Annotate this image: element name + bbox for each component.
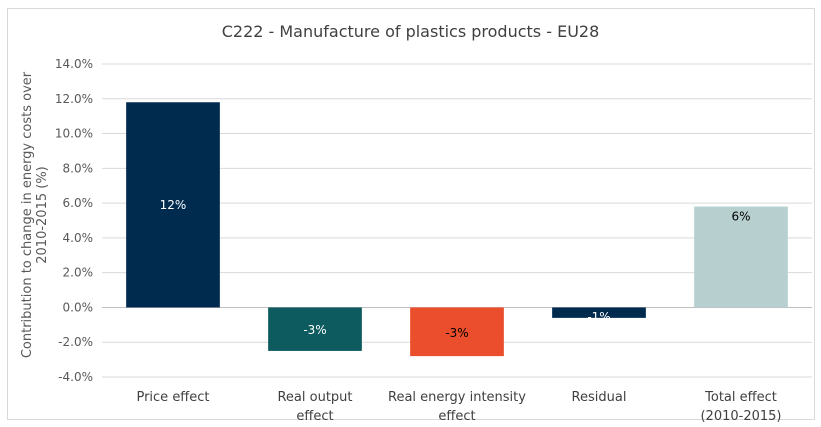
chart-title: C222 - Manufacture of plastics products …	[221, 22, 600, 41]
y-tick-label: 14.0%	[55, 57, 93, 71]
category-label: effect	[296, 409, 333, 424]
category-label: effect	[438, 409, 475, 424]
bars	[126, 102, 788, 357]
data-label: -3%	[303, 323, 326, 337]
y-tick-label: 0.0%	[63, 300, 94, 314]
y-axis-ticks: -4.0% -2.0% 0.0% 2.0% 4.0% 6.0% 8.0% 10.0% 12.0%…	[55, 57, 93, 384]
bar	[268, 307, 362, 351]
data-labels: 12% -3% -3% -1% 6%	[160, 198, 751, 340]
bar	[552, 307, 646, 318]
y-tick-label: 10.0%	[55, 127, 93, 141]
data-label: 6%	[731, 210, 750, 224]
bar	[694, 206, 788, 308]
y-tick-label: -2.0%	[58, 335, 93, 349]
bar	[126, 102, 220, 308]
y-tick-label: 8.0%	[63, 161, 94, 175]
category-label: Residual	[572, 390, 627, 405]
category-label: (2010-2015)	[700, 409, 781, 424]
category-labels: Price effect Real output effect Real energy…	[136, 390, 781, 424]
category-label: Price effect	[136, 390, 209, 405]
y-tick-label: 4.0%	[63, 231, 94, 245]
category-label: Real output	[277, 390, 352, 405]
bar	[410, 307, 504, 357]
data-label: 12%	[160, 198, 187, 212]
data-label: -1%	[587, 310, 610, 324]
data-label: -3%	[445, 326, 468, 340]
y-tick-label: 6.0%	[63, 196, 94, 210]
category-label: Total effect	[704, 390, 777, 405]
y-tick-label: 12.0%	[55, 92, 93, 106]
category-label: Real energy intensity	[388, 390, 526, 405]
y-tick-label: 2.0%	[63, 266, 94, 280]
y-tick-label: -4.0%	[58, 370, 93, 384]
